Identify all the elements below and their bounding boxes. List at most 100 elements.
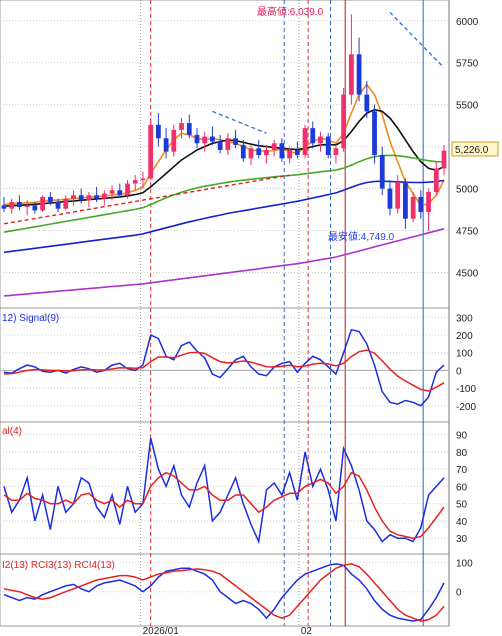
candle-body: [379, 155, 385, 189]
candle-body: [318, 136, 323, 144]
annotation-high: 最高値:6,039.0: [257, 5, 324, 18]
candle-body: [279, 143, 285, 159]
candle-body: [287, 149, 293, 159]
candle-body: [24, 205, 30, 208]
last-price-label: 5,226.0: [455, 145, 489, 156]
candle-body: [125, 183, 130, 196]
trend-line: [212, 110, 267, 134]
candle-body: [248, 148, 254, 159]
panel-frames: [0, 0, 450, 627]
macd-tick-label: 100: [456, 349, 473, 360]
candle-body: [348, 54, 354, 95]
x-tick-label: 2026/01: [143, 626, 180, 636]
rsi-line-rsi: [3, 437, 445, 545]
candle-body: [40, 196, 45, 211]
rci-line-rci2: [3, 563, 445, 622]
rci-legend: I2(13) RCI3(13) RCI4(13): [2, 560, 115, 571]
candle-body: [333, 148, 339, 155]
price-panel-frame: [0, 0, 450, 309]
candle-body: [403, 181, 408, 219]
candle-body: [433, 168, 439, 192]
rci-tick-label: 100: [456, 558, 473, 569]
rsi-line-signal: [3, 471, 445, 539]
candle-body: [109, 190, 115, 194]
price-tick-label: 4750: [456, 227, 479, 238]
price-tick-label: 5750: [456, 59, 479, 70]
rci-panel: [3, 563, 445, 622]
last-price-box: [451, 141, 499, 157]
annotation-low: 最安値:4,749.0: [328, 230, 395, 243]
rsi-tick-label: 80: [456, 448, 468, 459]
candle-body: [47, 196, 53, 202]
candle-body: [418, 196, 424, 213]
price-tick-label: 6000: [456, 17, 479, 28]
macd-line-macd: [3, 328, 445, 407]
rci-tick-label: 0: [456, 588, 462, 599]
candle-body: [325, 136, 331, 155]
candle-body: [78, 195, 84, 201]
x-tick-label: 02: [301, 626, 313, 636]
candle-body: [101, 193, 107, 199]
macd-tick-label: -200: [456, 402, 476, 413]
rsi-tick-label: 60: [456, 482, 468, 493]
rsi-tick-label: 70: [456, 465, 468, 476]
candle-body: [1, 205, 7, 209]
rsi-tick-label: 30: [456, 534, 468, 545]
candle-body: [9, 201, 15, 209]
rsi-tick-label: 90: [456, 431, 468, 442]
grid-lines: [0, 20, 449, 593]
macd-tick-label: 200: [456, 331, 473, 342]
candle-body: [55, 201, 61, 209]
macd-tick-label: 300: [456, 313, 473, 324]
ma-line-sma5: [3, 83, 445, 207]
rsi-panel-frame: [0, 421, 450, 555]
rsi-panel: [3, 437, 445, 545]
candle-body: [17, 201, 22, 208]
candle-body: [32, 205, 38, 211]
candle-body: [341, 94, 347, 149]
macd-panel-frame: [0, 307, 450, 423]
candle-body: [63, 198, 69, 209]
ma-line-sma75: [3, 179, 445, 254]
trend-line: [389, 11, 445, 69]
candle-body: [240, 144, 246, 159]
candle-body: [163, 138, 169, 152]
candle-body: [148, 124, 154, 179]
candle-body: [94, 195, 100, 199]
candle-body: [441, 150, 447, 169]
rci-line-rci1: [3, 563, 445, 622]
candle-body: [233, 138, 238, 145]
ma-line-sma200: [3, 228, 445, 297]
candle-body: [264, 149, 269, 155]
candle-body: [179, 123, 184, 130]
candle-body: [202, 136, 208, 144]
candle-body: [310, 128, 316, 144]
candle-body: [155, 124, 161, 139]
ma-line-sma10: [3, 108, 445, 207]
macd-line-signal: [3, 349, 445, 392]
candle-body: [186, 123, 192, 135]
rsi-tick-label: 50: [456, 500, 468, 511]
macd-panel: [0, 328, 449, 407]
price-panel: [1, 11, 447, 297]
candle-body: [387, 188, 393, 209]
last-price-tag: 5,226.0: [451, 141, 499, 157]
candle-body: [256, 148, 262, 155]
candle-body: [210, 136, 215, 142]
macd-tick-label: -100: [456, 384, 476, 395]
candle-body: [71, 195, 76, 199]
ma-line-sma25: [3, 154, 445, 233]
candle-body: [356, 54, 362, 95]
candle-body: [294, 149, 300, 155]
candle-body: [271, 143, 277, 150]
price-tick-label: 5000: [456, 185, 479, 196]
candle-body: [426, 191, 431, 213]
candle-body: [410, 196, 416, 219]
candle-body: [117, 190, 123, 196]
candle-body: [140, 178, 146, 181]
macd-tick-label: 0: [456, 366, 462, 377]
candle-body: [302, 128, 308, 155]
axis-labels: 60005750550052505000475045003002001000-1…: [143, 17, 479, 636]
price-tick-label: 4500: [456, 268, 479, 279]
